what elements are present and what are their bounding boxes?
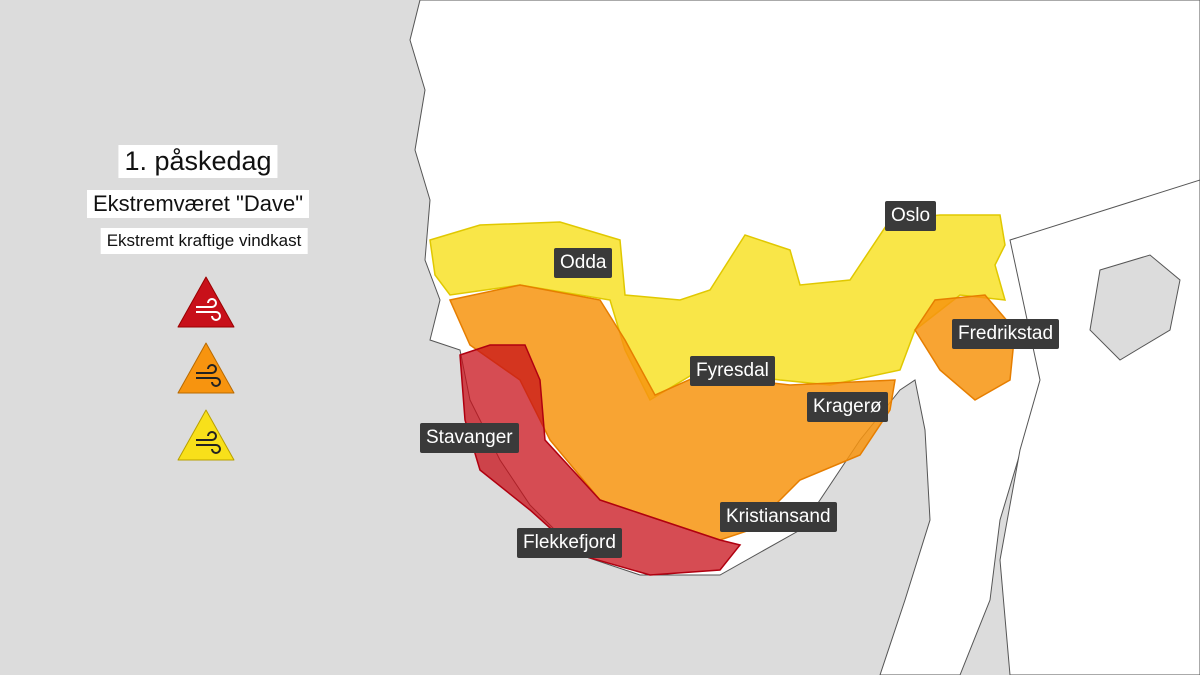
place-label-fyresdal: Fyresdal (690, 356, 775, 386)
red-wind-warning-icon (177, 276, 235, 328)
orange-wind-warning-icon (177, 342, 235, 394)
land-sweden (999, 179, 1200, 675)
place-label-stavanger: Stavanger (420, 423, 519, 453)
legend-event: Ekstremværet "Dave" (87, 190, 309, 218)
place-label-fredrikstad: Fredrikstad (952, 319, 1060, 349)
place-label-kristiansand: Kristiansand (720, 502, 837, 532)
place-label-flekkefjord: Flekkefjord (517, 528, 622, 558)
lake (1089, 254, 1181, 361)
yellow-wind-warning-icon (177, 409, 235, 461)
place-label-odda: Odda (554, 248, 613, 278)
warning-area-red[interactable] (459, 344, 742, 576)
warning-area-orange[interactable] (448, 284, 896, 541)
place-label-oslo: Oslo (885, 201, 937, 231)
legend-phenomenon: Ekstremt kraftige vindkast (100, 228, 308, 254)
place-label-kragero: Kragerø (807, 392, 888, 422)
legend-day: 1. påskedag (118, 145, 278, 178)
